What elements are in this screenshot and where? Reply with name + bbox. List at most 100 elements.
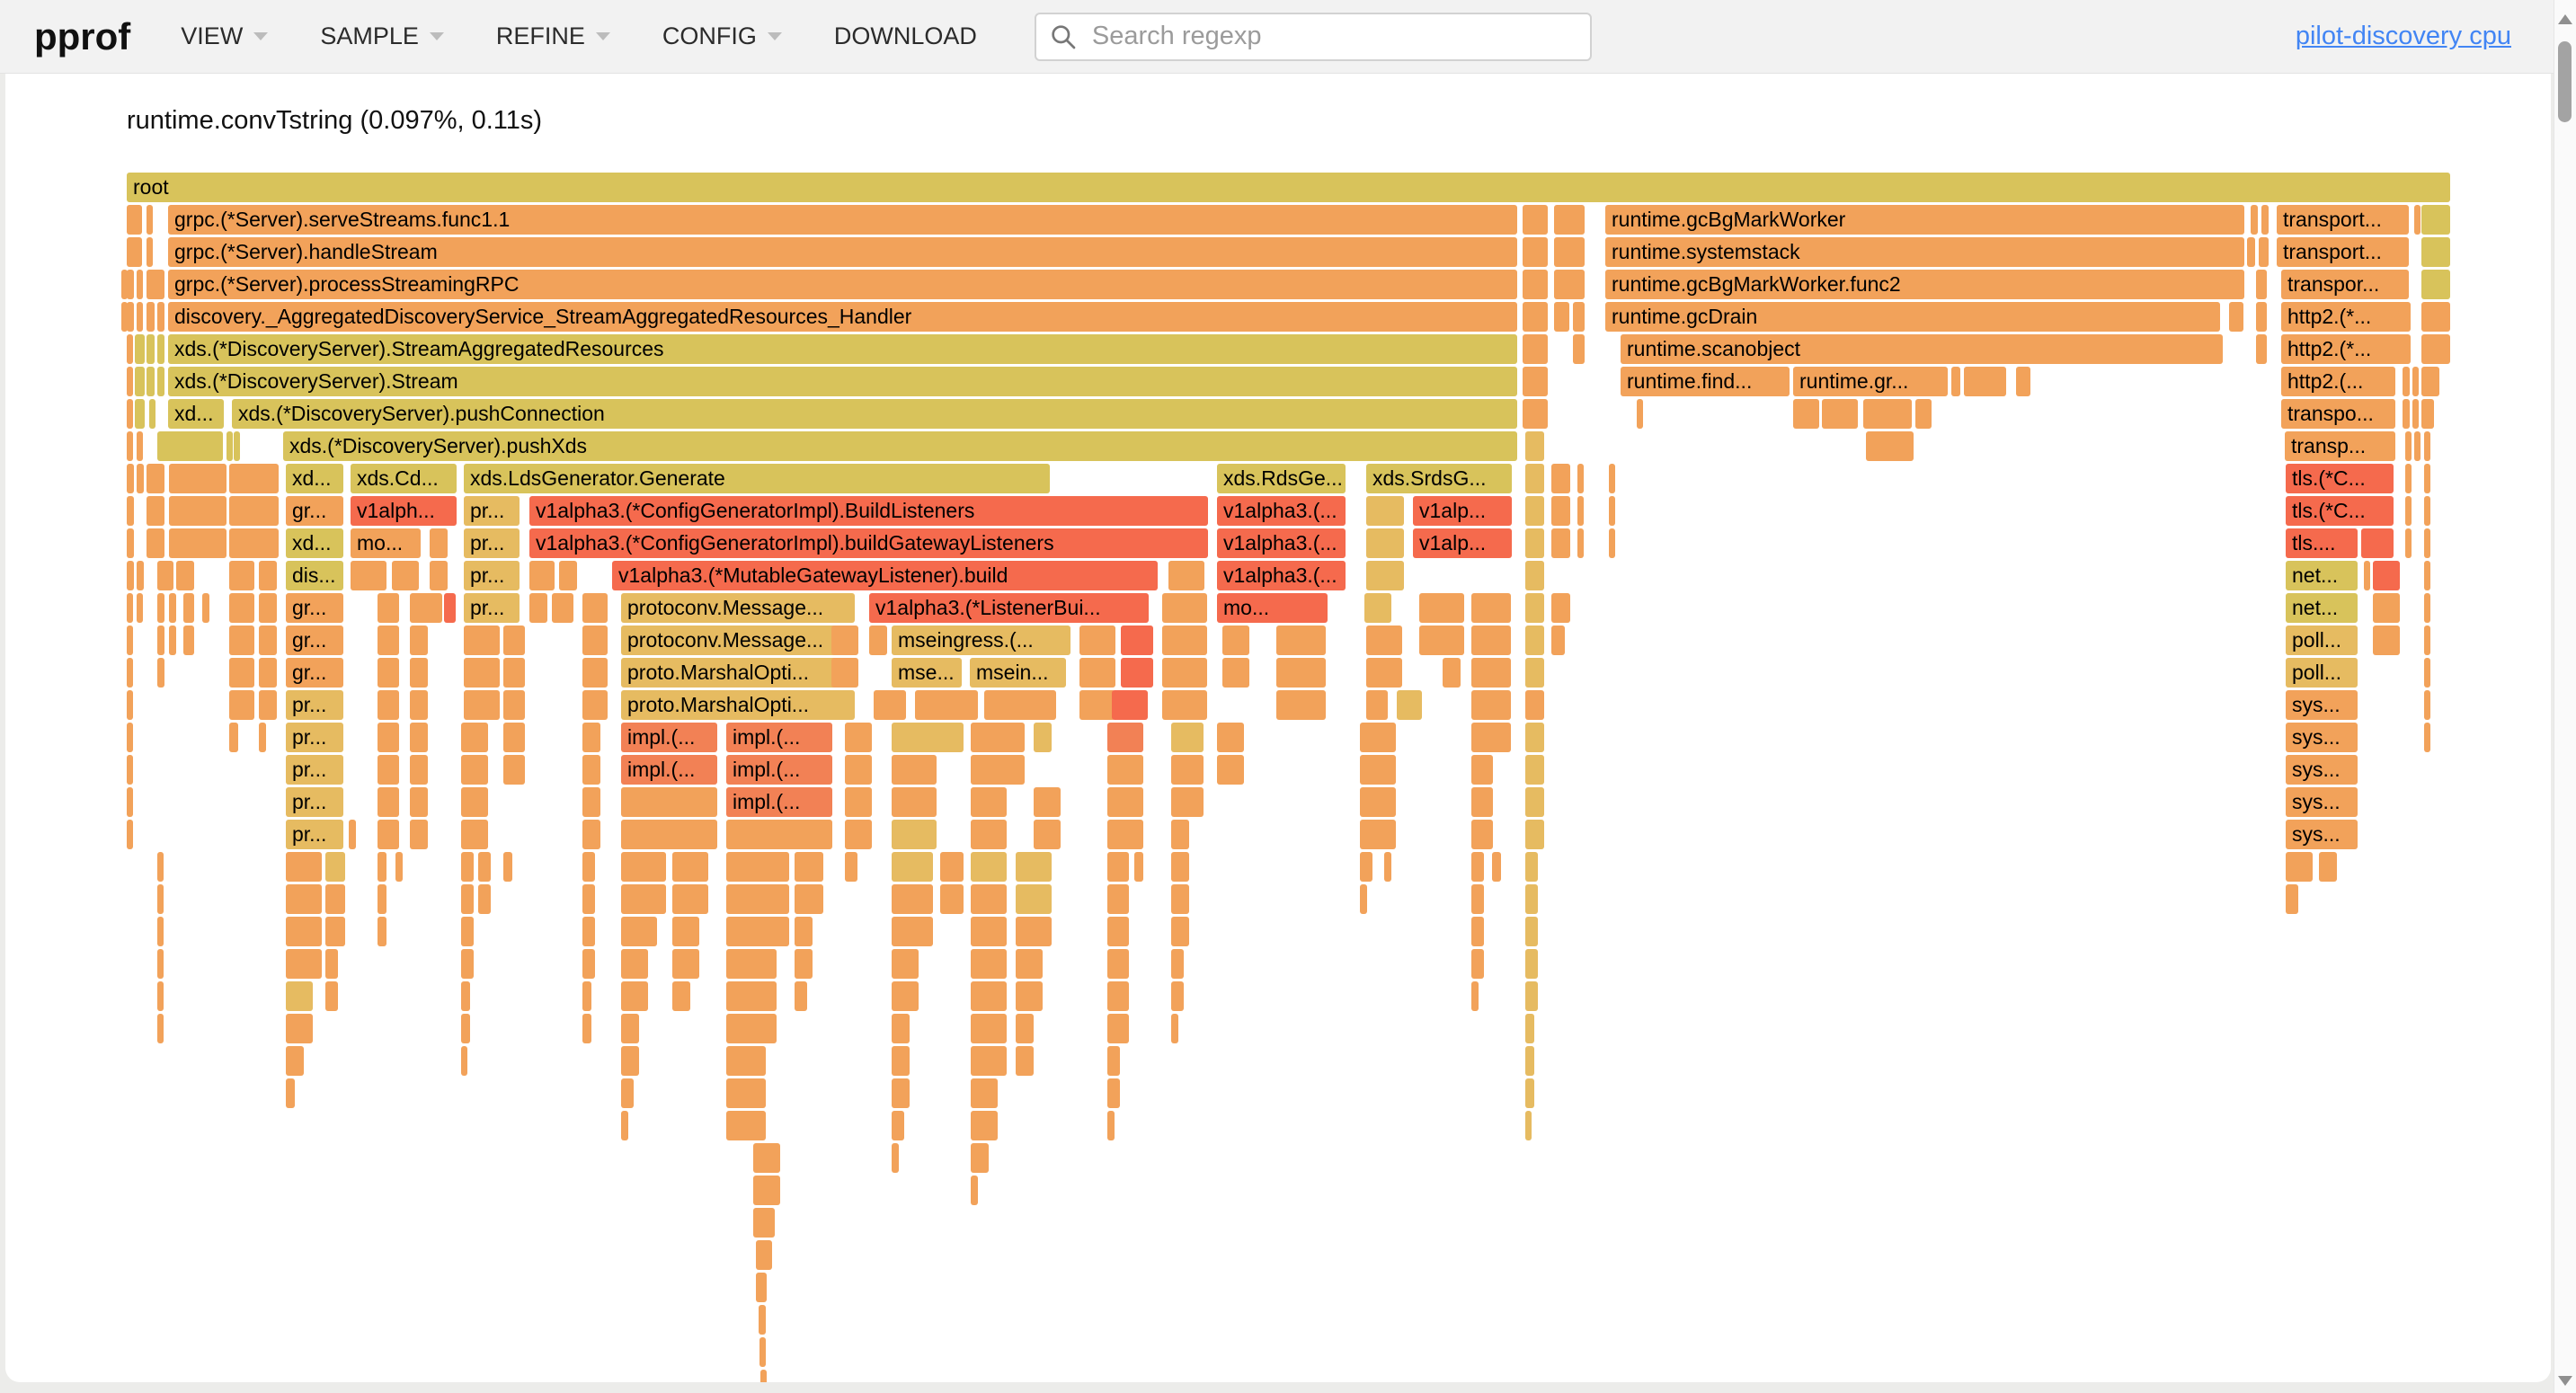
flame-bar[interactable] (1471, 755, 1493, 785)
flame-bar[interactable] (127, 658, 133, 688)
flame-bar[interactable]: http2.(*... (2281, 334, 2411, 364)
flame-bar[interactable] (1171, 755, 1204, 785)
flame-bar[interactable]: sys... (2286, 723, 2358, 752)
flame-bar[interactable] (137, 431, 143, 461)
flame-bar[interactable] (1360, 787, 1396, 817)
flame-bar[interactable] (1034, 723, 1052, 752)
flame-bar[interactable] (229, 496, 279, 526)
flame-bar[interactable] (582, 690, 608, 720)
flame-bar[interactable] (672, 852, 708, 882)
flame-bar[interactable]: protoconv.Message... (621, 626, 855, 655)
flame-bar[interactable] (157, 981, 164, 1011)
flame-bar[interactable]: runtime.scanobject (1621, 334, 2223, 364)
flame-bar[interactable] (1525, 1078, 1534, 1108)
flame-bar[interactable] (1471, 593, 1511, 623)
flame-bar[interactable] (127, 270, 134, 299)
flame-bar[interactable] (726, 1078, 766, 1108)
flame-bar[interactable] (461, 787, 488, 817)
flame-bar[interactable] (672, 884, 708, 914)
flame-bar[interactable] (2424, 464, 2430, 493)
menu-config[interactable]: CONFIG (662, 22, 782, 50)
flame-bar[interactable] (726, 917, 789, 946)
flame-bar[interactable] (1171, 723, 1204, 752)
flame-bar[interactable] (183, 626, 194, 655)
flame-bar[interactable] (503, 658, 525, 688)
flame-bar[interactable]: v1alpha3.(*ConfigGeneratorImpl).buildGat… (529, 528, 1208, 558)
flame-bar[interactable] (259, 690, 277, 720)
flame-bar[interactable] (1016, 852, 1052, 882)
flame-bar[interactable] (845, 755, 872, 785)
flame-bar[interactable] (1637, 399, 1643, 429)
flame-bar[interactable] (157, 367, 164, 396)
flame-bar[interactable] (1964, 367, 2006, 396)
flame-bar[interactable] (795, 884, 823, 914)
flame-bar[interactable]: xds.(*DiscoveryServer).Stream (168, 367, 1517, 396)
flame-bar[interactable] (2364, 561, 2370, 590)
flame-bar[interactable] (1168, 561, 1204, 590)
flame-bar[interactable] (1276, 690, 1326, 720)
flame-bar[interactable] (127, 205, 142, 235)
flame-bar[interactable] (795, 917, 813, 946)
flame-bar[interactable] (229, 626, 254, 655)
flame-bar[interactable] (461, 949, 474, 979)
flame-bar[interactable] (1471, 723, 1511, 752)
flame-bar[interactable] (971, 917, 1007, 946)
flame-bar[interactable] (726, 1014, 777, 1043)
flame-bar[interactable] (169, 464, 227, 493)
flame-bar[interactable] (127, 787, 133, 817)
flame-bar[interactable]: xds.LdsGenerator.Generate (464, 464, 1050, 493)
flame-bar[interactable]: proto.MarshalOpti... (621, 658, 855, 688)
flame-bar[interactable]: mo... (351, 528, 421, 558)
flame-bar[interactable] (892, 787, 937, 817)
menu-refine[interactable]: REFINE (496, 22, 610, 50)
flame-bar[interactable] (259, 561, 277, 590)
flame-bar[interactable] (1171, 981, 1184, 1011)
flame-bar[interactable] (1364, 593, 1391, 623)
flame-bar[interactable] (1016, 917, 1052, 946)
flame-bar[interactable] (349, 820, 356, 849)
flame-bar[interactable] (1171, 852, 1189, 882)
flame-bar[interactable] (229, 561, 254, 590)
flame-bar[interactable] (2405, 496, 2412, 526)
flame-bar[interactable] (137, 593, 143, 623)
flame-bar[interactable]: v1alpha3.(*ListenerBui... (869, 593, 1149, 623)
flame-bar[interactable] (127, 690, 133, 720)
flame-bar[interactable]: mse... (892, 658, 962, 688)
flame-bar[interactable] (1866, 431, 1914, 461)
flame-bar[interactable] (157, 593, 164, 623)
flame-bar[interactable] (915, 690, 978, 720)
flame-bar[interactable]: pr... (464, 593, 520, 623)
flame-bar[interactable] (121, 302, 128, 332)
flame-bar[interactable] (286, 949, 322, 979)
flame-bar[interactable]: runtime.gcDrain (1605, 302, 2220, 332)
flame-bar[interactable] (2403, 399, 2410, 429)
flame-bar[interactable] (325, 917, 345, 946)
flame-bar[interactable] (2403, 367, 2410, 396)
flame-bar[interactable] (2405, 528, 2412, 558)
flame-bar[interactable] (157, 302, 164, 332)
flame-bar[interactable] (971, 949, 1007, 979)
flame-bar[interactable] (2421, 270, 2450, 299)
flame-bar[interactable] (229, 723, 238, 752)
flame-bar[interactable] (1609, 496, 1615, 526)
flame-bar[interactable] (582, 755, 600, 785)
flame-bar[interactable] (137, 302, 143, 332)
flame-bar[interactable] (1360, 884, 1367, 914)
flame-bar[interactable] (503, 723, 525, 752)
flame-bar[interactable] (378, 884, 386, 914)
flame-bar[interactable] (2424, 626, 2430, 655)
flame-bar[interactable]: tls.... (2286, 528, 2358, 558)
flame-bar[interactable] (286, 1046, 304, 1076)
flame-bar[interactable] (1471, 884, 1484, 914)
flame-bar[interactable] (1822, 399, 1858, 429)
flame-bar[interactable] (1609, 464, 1615, 493)
flame-bar[interactable] (183, 593, 194, 623)
flame-bar[interactable] (2259, 237, 2269, 267)
flame-bar[interactable] (621, 917, 657, 946)
flame-bar[interactable] (2414, 431, 2421, 461)
flame-bar[interactable] (1525, 528, 1544, 558)
flame-bar[interactable] (1107, 787, 1143, 817)
flame-bar[interactable] (1016, 884, 1052, 914)
flame-bar[interactable] (2421, 205, 2450, 235)
flame-bar[interactable] (2373, 593, 2400, 623)
